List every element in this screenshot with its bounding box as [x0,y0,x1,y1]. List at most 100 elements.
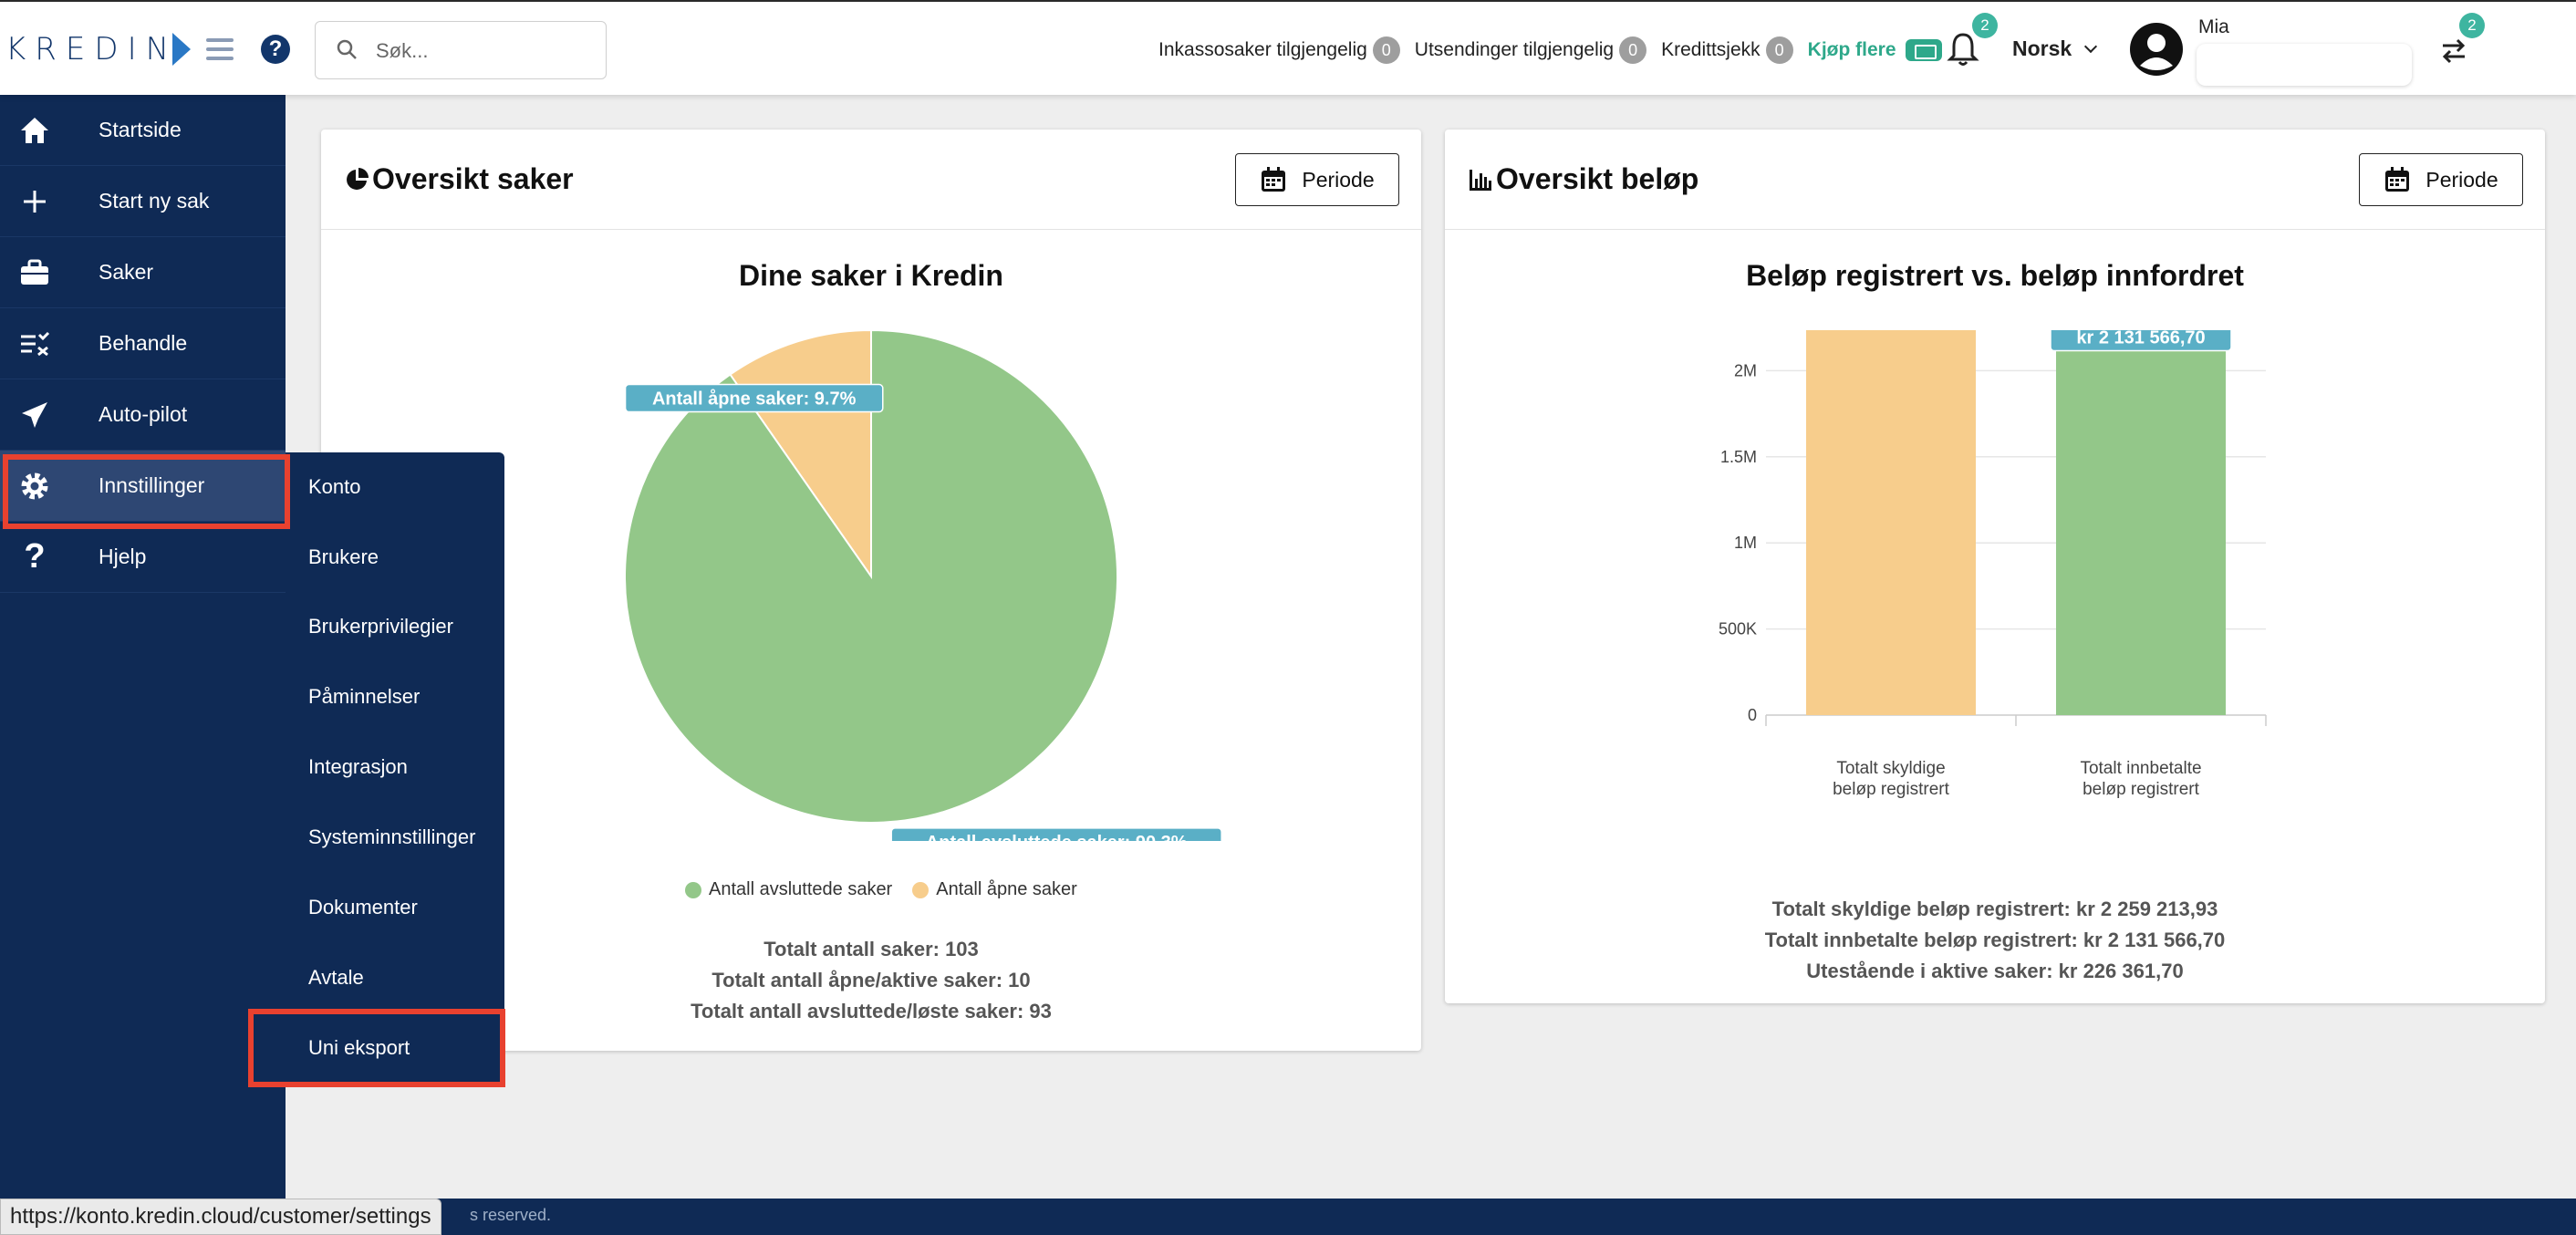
help-icon[interactable]: ? [261,35,290,64]
chevron-down-icon [2084,39,2098,53]
pie-data-label: Antall åpne saker: 9.7% [624,383,884,413]
stat-count-utsendinger: 0 [1619,36,1647,64]
period-button[interactable]: Periode [2359,153,2523,206]
cases-overview-panel: Oversikt saker Periode Dine saker i Kred… [321,130,1421,1051]
legend-label-avsluttede[interactable]: Antall avsluttede saker [709,879,893,899]
y-tick-label: 1.5M [1720,448,1757,466]
language-select[interactable]: Norsk [2012,36,2098,61]
x-category-label: beløp registrert [1833,780,1949,799]
briefcase-icon [16,254,53,291]
bell-icon[interactable] [1947,31,1979,67]
sidebar-item-auto-pilot[interactable]: Auto-pilot [0,379,286,451]
status-url-tooltip: https://konto.kredin.cloud/customer/sett… [0,1199,441,1235]
user-company-field[interactable] [2197,44,2412,86]
pie-data-label: Antall avsluttede saker: 90.3% [890,827,1222,841]
question-icon: ? [24,537,46,576]
sidebar-item-label: Saker [99,260,154,284]
period-button[interactable]: Periode [1235,153,1399,206]
submenu-item-brukerprivilegier[interactable]: Brukerprivilegier [308,615,453,638]
availability-stats: Inkassosaker tilgjengelig 0 Utsendinger … [1158,35,1942,66]
panel-title: Oversikt beløp [1496,162,1699,195]
bar[interactable] [1806,330,1976,715]
stat-count-kredittsjekk: 0 [1765,36,1793,64]
sidebar-item-label: Auto-pilot [99,402,188,426]
stat-count-inkasso: 0 [1372,36,1400,64]
panel-title: Oversikt saker [372,162,574,195]
submenu-item-uni-eksport[interactable]: Uni eksport [308,1036,410,1059]
sidebar-item-startside[interactable]: Startside [0,95,286,166]
bar-chart-icon [1470,170,1491,191]
summary-total-owed: Totalt skyldige beløp registrert: kr 2 2… [1771,898,2218,920]
calendar-icon [2385,167,2410,192]
sidebar-item-label: Start ny sak [99,189,210,213]
summary-total-paid: Totalt innbetalte beløp registrert: kr 2… [1764,929,2226,951]
sidebar-item-label: Hjelp [99,545,147,568]
highlight-uni-eksport [248,1009,505,1087]
submenu-item-systeminnstillinger[interactable]: Systeminnstillinger [308,825,476,848]
pie-chart: Antall åpne saker: 9.7% Antall avsluttede… [624,330,1222,841]
top-header: KREDIN ? Inkassosaker tilgjengelig 0 Uts… [0,0,2576,95]
sidebar-item-innstillinger[interactable]: Innstillinger [0,451,286,522]
avatar[interactable] [2129,22,2184,77]
summary-total-cases: Totalt antall saker: 103 [763,938,979,960]
gear-icon [16,468,53,504]
panel-header: Oversikt beløp Periode [1445,130,2545,230]
search-box[interactable] [315,21,607,79]
svg-text:Antall avsluttede saker: 90.3%: Antall avsluttede saker: 90.3% [926,833,1188,841]
footer-bar [286,1199,2576,1235]
submenu-item-avtale[interactable]: Avtale [308,966,364,989]
submenu-item-brukere[interactable]: Brukere [308,545,379,568]
menu-toggle-icon[interactable] [206,38,234,60]
submenu-item-konto[interactable]: Konto [308,475,361,498]
sidebar-item-saker[interactable]: Saker [0,237,286,308]
switch-count-badge: 2 [2459,13,2485,38]
amounts-overview-panel: Oversikt beløp Periode Beløp registrert … [1445,130,2545,1003]
legend-label-apne[interactable]: Antall åpne saker [936,879,1077,899]
pie-chart-title: Dine saker i Kredin [739,259,1003,292]
pie-legend: Antall avsluttede saker Antall åpne sake… [685,879,1077,900]
notification-count-badge: 2 [1972,13,1998,38]
footer-copyright: s reserved. [470,1206,552,1224]
period-label: Periode [2425,167,2498,192]
pie-chart-icon [347,168,369,190]
submenu-item-integrasjon[interactable]: Integrasjon [308,755,408,778]
sidebar-item-hjelp[interactable]: ? Hjelp [0,522,286,593]
y-tick-label: 2M [1734,361,1757,379]
stat-label-inkasso: Inkassosaker tilgjengelig [1158,39,1367,60]
bar-chart-title: Beløp registrert vs. beløp innfordret [1746,259,2244,292]
sidebar-item-label: Innstillinger [99,473,205,497]
stat-label-kredittsjekk: Kredittsjekk [1661,39,1761,60]
stat-label-utsendinger: Utsendinger tilgjengelig [1414,39,1615,60]
x-category-label: Totalt skyldige [1836,759,1945,778]
swap-account-icon[interactable] [2437,36,2470,64]
period-label: Periode [1302,167,1375,192]
submenu-item-dokumenter[interactable]: Dokumenter [308,896,418,918]
kredin-logo[interactable]: KREDIN [5,29,192,69]
highlight-innstillinger [3,454,290,529]
home-icon [16,112,53,149]
language-label: Norsk [2012,36,2072,60]
x-category-label: Totalt innbetalte [2080,759,2201,778]
pie-slice[interactable] [624,330,1118,824]
settings-submenu: Konto Brukere Brukerprivilegier Påminnel… [286,452,504,1085]
submenu-item-paminnelser[interactable]: Påminnelser [308,685,421,708]
y-tick-label: 1M [1734,534,1757,552]
search-icon [337,39,357,59]
bar[interactable] [2056,348,2226,715]
logo-arrow-icon [172,33,192,66]
credit-card-icon[interactable] [1905,39,1942,61]
sidebar-item-label: Behandle [99,331,188,355]
panel-header: Oversikt saker Periode [321,130,1421,230]
buy-more-link[interactable]: Kjøp flere [1807,39,1896,60]
summary-open-cases: Totalt antall åpne/aktive saker: 10 [712,969,1031,991]
bar-data-label: kr 2 131 566,70 [2050,330,2232,352]
sidebar: Startside Start ny sak Saker Behandle Au… [0,95,286,1235]
sidebar-item-start-ny-sak[interactable]: Start ny sak [0,166,286,237]
svg-text:Antall åpne saker: 9.7%: Antall åpne saker: 9.7% [652,389,857,410]
search-input[interactable] [376,36,595,66]
airplane-icon [16,397,53,433]
y-tick-label: 500K [1719,620,1757,638]
summary-closed-cases: Totalt antall avsluttede/løste saker: 93 [691,1000,1052,1022]
sidebar-item-behandle[interactable]: Behandle [0,308,286,379]
